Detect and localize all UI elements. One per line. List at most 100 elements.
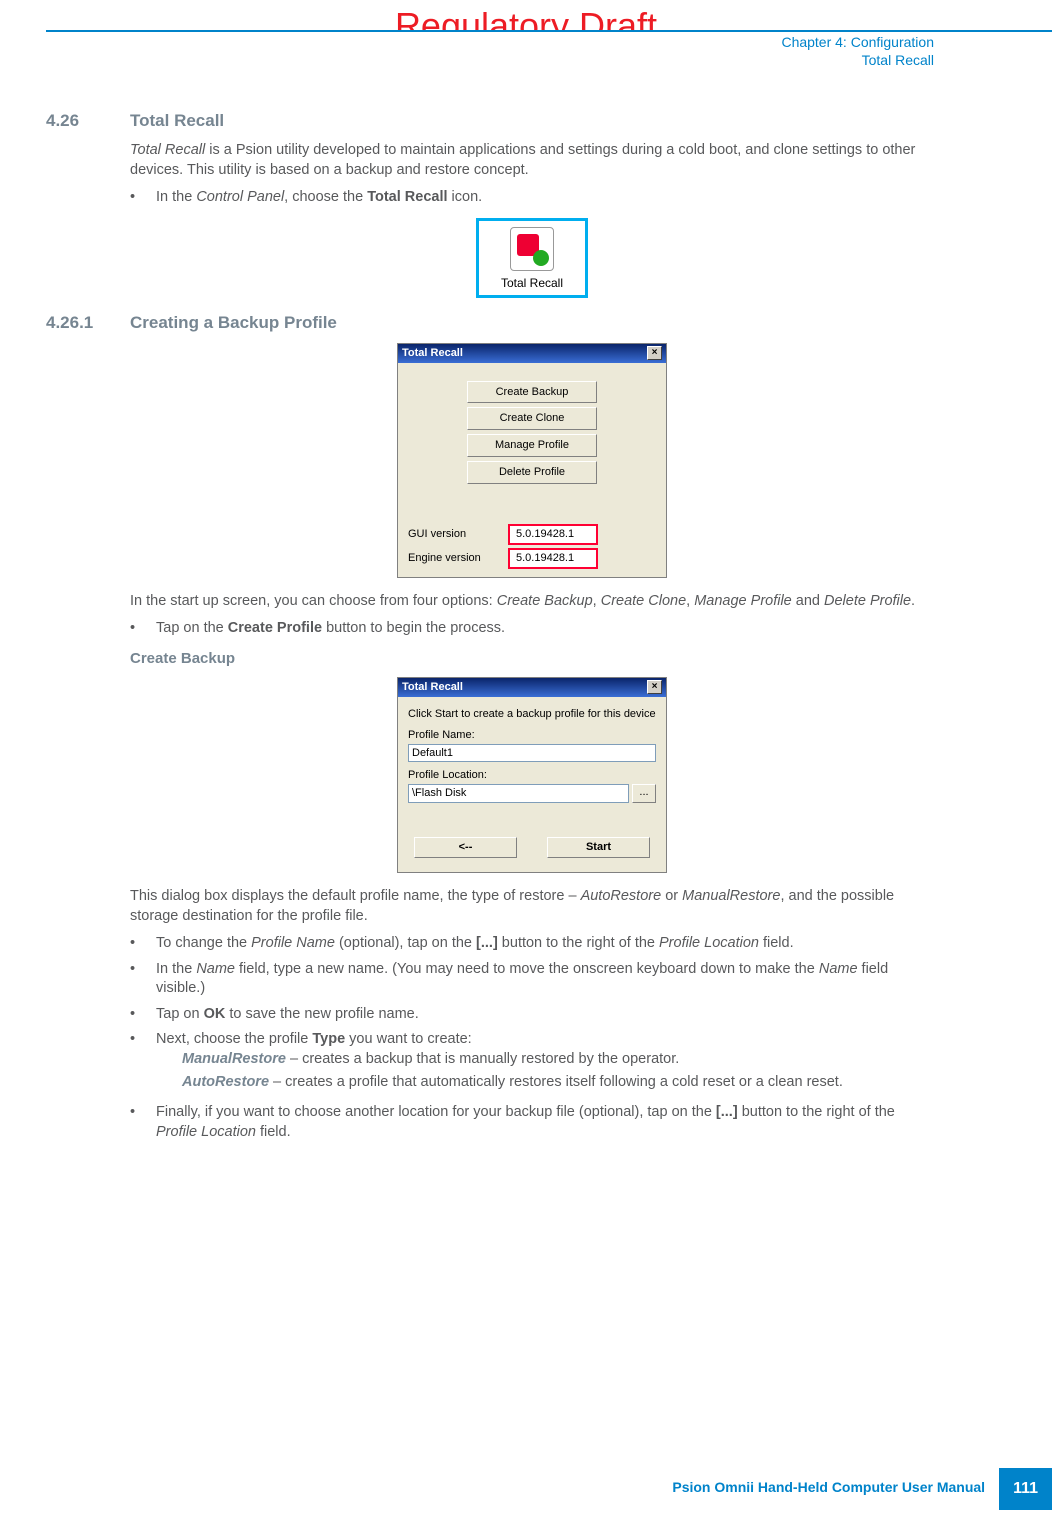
bullet-text: Finally, if you want to choose another l… bbox=[156, 1103, 934, 1142]
total-recall-icon bbox=[510, 227, 554, 271]
t: AutoRestore bbox=[182, 1074, 269, 1090]
t: you want to create: bbox=[345, 1031, 472, 1047]
back-button[interactable]: <-- bbox=[414, 837, 517, 858]
t: [...] bbox=[476, 935, 498, 951]
t: To change the bbox=[156, 935, 251, 951]
t: [...] bbox=[716, 1104, 738, 1120]
bullet-text: Tap on the Create Profile button to begi… bbox=[156, 619, 934, 639]
manage-profile-button[interactable]: Manage Profile bbox=[467, 434, 597, 457]
gui-version-value: 5.0.19428.1 bbox=[508, 524, 598, 545]
t: Next, choose the profile bbox=[156, 1031, 312, 1047]
t: ManualRestore bbox=[182, 1051, 286, 1067]
browse-button[interactable]: ... bbox=[632, 784, 656, 803]
t: Create Clone bbox=[601, 593, 686, 609]
create-clone-button[interactable]: Create Clone bbox=[467, 407, 597, 430]
total-recall-icon-frame: Total Recall bbox=[476, 218, 588, 298]
page-footer: Psion Omnii Hand-Held Computer User Manu… bbox=[0, 1468, 1052, 1510]
sub-manualrestore: ManualRestore – creates a backup that is… bbox=[182, 1050, 934, 1070]
t: AutoRestore bbox=[581, 888, 662, 904]
header-chapter: Chapter 4: Configuration bbox=[781, 34, 934, 52]
page-content: 4.26 Total Recall Total Recall is a Psio… bbox=[46, 100, 934, 1148]
t: Tap on bbox=[156, 1006, 204, 1022]
total-recall-dialog-create: Total Recall × Click Start to create a b… bbox=[397, 677, 667, 873]
t: Type bbox=[312, 1031, 345, 1047]
bullet-tap-ok: • Tap on OK to save the new profile name… bbox=[130, 1005, 934, 1025]
bullet-control-panel: • In the Control Panel, choose the Total… bbox=[130, 188, 934, 208]
t: In the start up screen, you can choose f… bbox=[130, 593, 497, 609]
dialog-titlebar: Total Recall × bbox=[398, 344, 666, 363]
t: ManualRestore bbox=[682, 888, 780, 904]
delete-profile-button[interactable]: Delete Profile bbox=[467, 461, 597, 484]
close-icon[interactable]: × bbox=[647, 346, 662, 360]
icon-caption: Total Recall bbox=[483, 275, 581, 291]
section-number: 4.26.1 bbox=[46, 312, 106, 335]
t: Profile Name bbox=[251, 935, 335, 951]
profile-location-input[interactable]: \Flash Disk bbox=[408, 784, 629, 803]
bullet-choose-type: • Next, choose the profile Type you want… bbox=[130, 1030, 934, 1097]
t: Name bbox=[819, 961, 858, 977]
create-backup-button[interactable]: Create Backup bbox=[467, 381, 597, 404]
profile-name-input[interactable]: Default1 bbox=[408, 744, 656, 763]
bullet-marker: • bbox=[130, 1030, 138, 1097]
t: to save the new profile name. bbox=[225, 1006, 418, 1022]
intro-italic: Total Recall bbox=[130, 142, 205, 158]
t: Manage Profile bbox=[694, 593, 792, 609]
section-4-26-1-heading: 4.26.1 Creating a Backup Profile bbox=[46, 312, 934, 335]
t: Tap on the bbox=[156, 620, 228, 636]
bullet-change-name: • To change the Profile Name (optional),… bbox=[130, 934, 934, 954]
bullet-create-profile: • Tap on the Create Profile button to be… bbox=[130, 619, 934, 639]
t: , bbox=[593, 593, 601, 609]
bullet-marker: • bbox=[130, 934, 138, 954]
bullet-marker: • bbox=[130, 1103, 138, 1142]
section-4-26-heading: 4.26 Total Recall bbox=[46, 110, 934, 133]
dialog2-description: This dialog box displays the default pro… bbox=[130, 887, 934, 926]
t: Finally, if you want to choose another l… bbox=[156, 1104, 716, 1120]
section-number: 4.26 bbox=[46, 110, 106, 133]
section-title: Creating a Backup Profile bbox=[130, 312, 337, 335]
t: OK bbox=[204, 1006, 226, 1022]
t: field. bbox=[256, 1124, 291, 1140]
t: (optional), tap on the bbox=[335, 935, 476, 951]
profile-location-label: Profile Location: bbox=[408, 768, 656, 783]
t: Control Panel bbox=[196, 189, 284, 205]
close-icon[interactable]: × bbox=[647, 680, 662, 694]
bullet-text: Next, choose the profile Type you want t… bbox=[156, 1030, 934, 1097]
options-paragraph: In the start up screen, you can choose f… bbox=[130, 592, 934, 612]
header-rule: Chapter 4: Configuration Total Recall bbox=[46, 30, 1052, 68]
engine-version-label: Engine version bbox=[408, 551, 498, 566]
t: – creates a profile that automatically r… bbox=[269, 1074, 843, 1090]
sub-autorestore: AutoRestore – creates a profile that aut… bbox=[182, 1073, 934, 1093]
create-backup-subhead: Create Backup bbox=[130, 649, 934, 669]
section-title: Total Recall bbox=[130, 110, 224, 133]
t: Create Profile bbox=[228, 620, 322, 636]
t: and bbox=[792, 593, 824, 609]
t: or bbox=[661, 888, 682, 904]
bullet-text: Tap on OK to save the new profile name. bbox=[156, 1005, 934, 1025]
header-text: Chapter 4: Configuration Total Recall bbox=[781, 34, 934, 69]
t: This dialog box displays the default pro… bbox=[130, 888, 581, 904]
t: Create Backup bbox=[497, 593, 593, 609]
intro-paragraph: Total Recall is a Psion utility develope… bbox=[130, 141, 934, 180]
t: button to the right of the bbox=[498, 935, 659, 951]
t: field, type a new name. (You may need to… bbox=[235, 961, 819, 977]
t: . bbox=[911, 593, 915, 609]
t: Profile Location bbox=[659, 935, 759, 951]
profile-name-label: Profile Name: bbox=[408, 728, 656, 743]
dialog-title: Total Recall bbox=[402, 346, 463, 361]
t: In the bbox=[156, 189, 196, 205]
start-button[interactable]: Start bbox=[547, 837, 650, 858]
bullet-choose-location: • Finally, if you want to choose another… bbox=[130, 1103, 934, 1142]
t: field. bbox=[759, 935, 794, 951]
bullet-text: In the Name field, type a new name. (You… bbox=[156, 960, 934, 999]
dialog-titlebar: Total Recall × bbox=[398, 678, 666, 697]
t: Name bbox=[196, 961, 235, 977]
bullet-marker: • bbox=[130, 619, 138, 639]
bullet-text: In the Control Panel, choose the Total R… bbox=[156, 188, 934, 208]
t: , choose the bbox=[284, 189, 367, 205]
header-section: Total Recall bbox=[781, 52, 934, 70]
bullet-text: To change the Profile Name (optional), t… bbox=[156, 934, 934, 954]
bullet-marker: • bbox=[130, 960, 138, 999]
t: Delete Profile bbox=[824, 593, 911, 609]
footer-page-number: 111 bbox=[999, 1468, 1052, 1510]
t: , bbox=[686, 593, 694, 609]
